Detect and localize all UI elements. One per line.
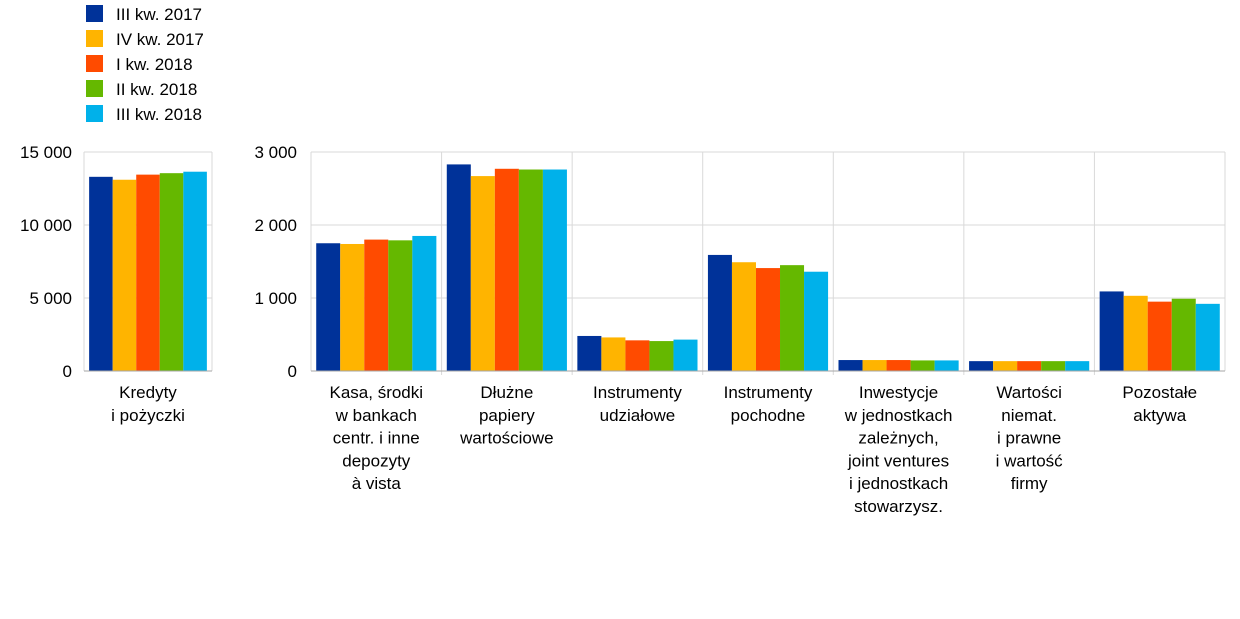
y-tick-label: 0 xyxy=(288,362,297,381)
bar-3-series-4 xyxy=(649,341,674,371)
bar-1-series-2 xyxy=(112,179,137,371)
bar-6-series-2 xyxy=(993,361,1018,371)
bar-1-series-5 xyxy=(183,171,207,371)
category-label: zależnych, xyxy=(858,429,938,448)
category-label: w bankach xyxy=(335,406,417,425)
y-tick-label: 1 000 xyxy=(254,289,297,308)
bar-1-series-3 xyxy=(136,174,160,371)
bar-5-series-2 xyxy=(862,360,887,371)
bar-4-series-1 xyxy=(707,254,732,371)
bar-2-series-2 xyxy=(470,176,495,371)
y-tick-label: 10 000 xyxy=(20,216,72,235)
category-label: Inwestycje xyxy=(859,383,938,402)
bar-7-series-3 xyxy=(1147,301,1172,371)
category-label: Pozostałe xyxy=(1122,383,1197,402)
bar-2-series-5 xyxy=(542,169,567,371)
bar-6-series-5 xyxy=(1065,361,1090,371)
category-label: aktywa xyxy=(1133,406,1186,425)
legend-label: III kw. 2018 xyxy=(116,105,202,124)
bar-4-series-2 xyxy=(731,262,756,371)
bar-1-series-4 xyxy=(159,173,184,371)
legend-label: I kw. 2018 xyxy=(116,55,193,74)
y-tick-label: 2 000 xyxy=(254,216,297,235)
bar-3-series-3 xyxy=(625,340,650,371)
y-tick-label: 5 000 xyxy=(29,289,72,308)
bar-1-series-1 xyxy=(89,176,113,371)
legend-label: III kw. 2017 xyxy=(116,5,202,24)
bar-1-series-1 xyxy=(316,243,341,371)
category-label: i prawne xyxy=(997,429,1061,448)
bar-1-series-3 xyxy=(364,239,389,371)
bar-5-series-1 xyxy=(838,360,863,371)
bar-3-series-1 xyxy=(577,335,602,371)
bar-1-series-2 xyxy=(340,243,365,371)
bar-7-series-1 xyxy=(1099,291,1124,371)
bar-2-series-3 xyxy=(494,168,519,371)
bar-5-series-4 xyxy=(910,360,935,371)
legend-label: II kw. 2018 xyxy=(116,80,197,99)
category-label: niemat. xyxy=(1001,406,1057,425)
bar-7-series-2 xyxy=(1123,295,1148,371)
category-label: depozyty xyxy=(342,451,411,470)
category-label: Wartości xyxy=(996,383,1062,402)
bar-7-series-4 xyxy=(1171,298,1196,371)
category-label: w jednostkach xyxy=(844,406,953,425)
category-label: udziałowe xyxy=(600,406,676,425)
bar-5-series-5 xyxy=(934,360,959,371)
legend-swatch xyxy=(86,80,103,97)
legend-label: IV kw. 2017 xyxy=(116,30,204,49)
category-label: stowarzysz. xyxy=(854,497,943,516)
legend-swatch xyxy=(86,55,103,72)
legend-swatch xyxy=(86,30,103,47)
bar-5-series-3 xyxy=(886,360,911,371)
y-tick-label: 15 000 xyxy=(20,143,72,162)
bar-1-series-5 xyxy=(412,235,437,371)
bar-2-series-4 xyxy=(518,169,543,371)
bar-6-series-3 xyxy=(1017,361,1042,371)
category-label: centr. i inne xyxy=(333,429,420,448)
category-label: i wartość xyxy=(996,451,1064,470)
category-label: i pożyczki xyxy=(111,406,185,425)
category-label: pochodne xyxy=(731,406,806,425)
category-label: joint ventures xyxy=(847,451,949,470)
category-label: Instrumenty xyxy=(593,383,682,402)
legend-swatch xyxy=(86,5,103,22)
bar-4-series-3 xyxy=(755,268,781,371)
bar-1-series-4 xyxy=(388,240,413,371)
category-label: Dłużne xyxy=(480,383,533,402)
bar-6-series-1 xyxy=(969,361,994,371)
category-label: Kredyty xyxy=(119,383,177,402)
category-label: firmy xyxy=(1011,474,1048,493)
bar-6-series-4 xyxy=(1041,361,1066,371)
category-label: papiery xyxy=(479,406,535,425)
category-label: Kasa, środki xyxy=(330,383,424,402)
bar-4-series-4 xyxy=(780,265,805,371)
category-label: Instrumenty xyxy=(724,383,813,402)
bar-2-series-1 xyxy=(446,164,471,371)
y-tick-label: 3 000 xyxy=(254,143,297,162)
bar-3-series-2 xyxy=(601,337,626,371)
bar-4-series-5 xyxy=(804,271,829,371)
y-tick-label: 0 xyxy=(63,362,72,381)
bar-3-series-5 xyxy=(673,339,698,371)
category-label: wartościowe xyxy=(459,429,554,448)
legend-swatch xyxy=(86,105,103,122)
bar-7-series-5 xyxy=(1195,303,1220,371)
category-label: i jednostkach xyxy=(849,474,948,493)
category-label: à vista xyxy=(352,474,402,493)
